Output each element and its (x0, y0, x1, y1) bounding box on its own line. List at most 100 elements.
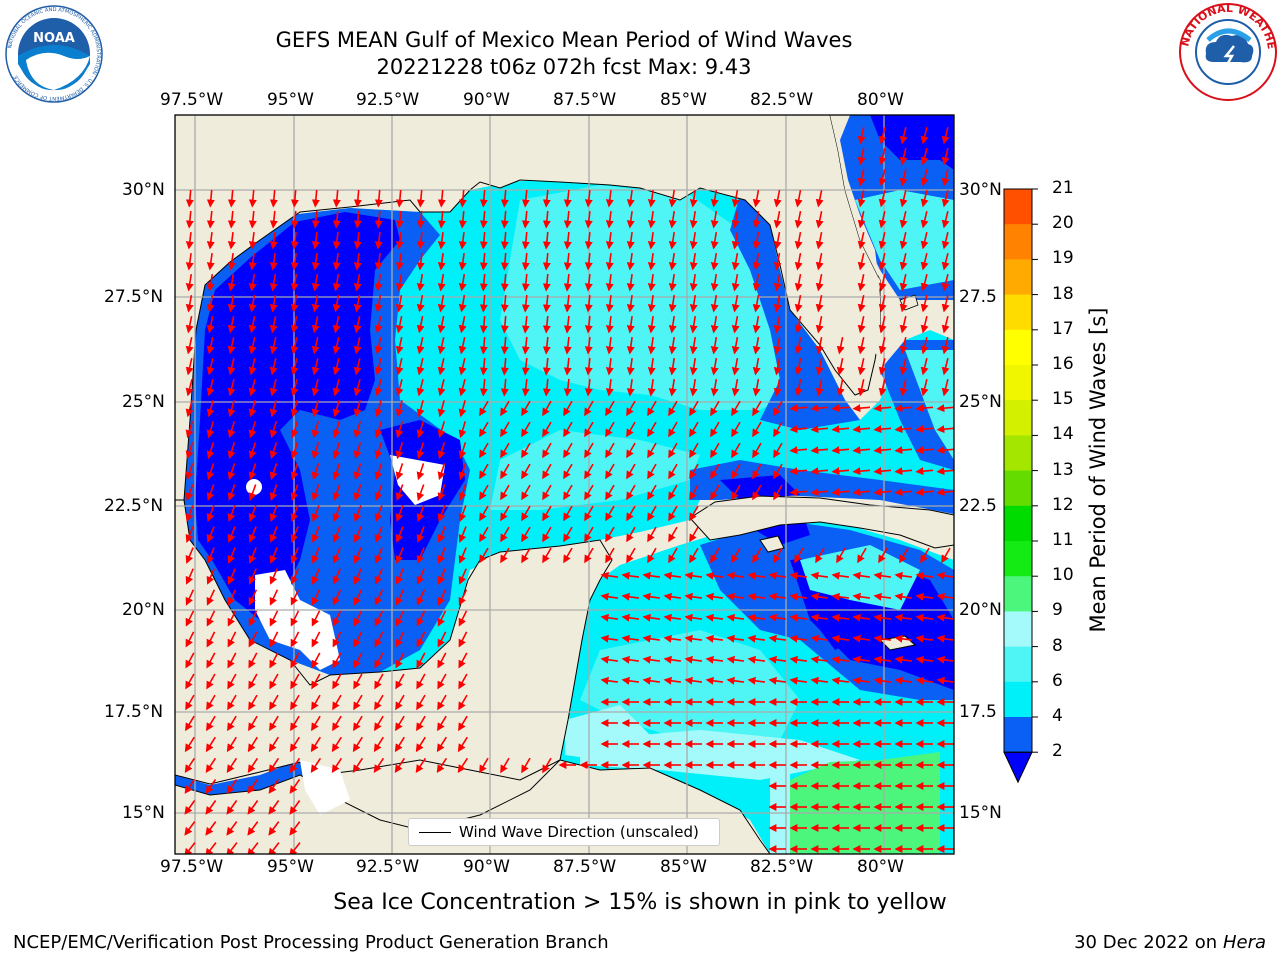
wave-arrow (563, 442, 573, 459)
wave-arrow (894, 425, 913, 434)
wave-arrow (500, 484, 510, 501)
wave-arrow (500, 294, 509, 313)
wave-arrow (269, 715, 279, 732)
wave-arrow (831, 613, 850, 622)
wave-arrow (290, 631, 300, 648)
wave-arrow (332, 210, 341, 229)
wave-arrow (857, 547, 867, 564)
wave-arrow (458, 463, 467, 481)
wave-arrow (899, 316, 908, 334)
wave-arrow (794, 336, 803, 355)
wave-arrow (205, 821, 217, 836)
wave-arrow (542, 505, 552, 522)
wave-arrow (689, 336, 698, 355)
wave-arrow (311, 294, 320, 313)
wave-arrow (268, 821, 280, 836)
wave-arrow (710, 252, 719, 271)
wave-arrow (437, 210, 446, 229)
wave-arrow (395, 400, 404, 418)
wave-arrow (353, 589, 363, 606)
wave-arrow (605, 210, 614, 229)
wave-arrow (374, 610, 384, 627)
wave-arrow (458, 610, 468, 627)
wave-arrow (248, 547, 257, 564)
wave-arrow (731, 210, 740, 229)
wave-arrow (331, 757, 343, 774)
wave-arrow (789, 634, 808, 643)
wave-arrow (353, 484, 362, 502)
wave-arrow (185, 400, 194, 418)
wave-arrow (605, 273, 614, 292)
wave-arrow (416, 694, 426, 711)
wave-arrow (248, 526, 257, 543)
wave-arrow (269, 694, 279, 711)
wave-arrow (500, 547, 510, 564)
lat-tick-left-6: 15°N (122, 803, 165, 823)
wave-arrow (626, 231, 635, 250)
wave-arrow (311, 252, 320, 271)
wave-arrow (920, 127, 929, 145)
colorbar-segment (1004, 329, 1032, 366)
wave-arrow (642, 592, 661, 601)
wave-arrow (185, 337, 194, 355)
wave-arrow (248, 189, 257, 208)
wave-arrow (605, 378, 614, 397)
wave-arrow (248, 337, 257, 355)
wave-arrow (458, 652, 468, 669)
wave-arrow (563, 336, 572, 355)
wave-arrow (458, 316, 467, 334)
wave-arrow (752, 189, 761, 208)
nws-logo: NATIONAL WEATHER SERVICE (1174, 0, 1278, 102)
lon-tick-bottom-4: 87.5°W (553, 857, 617, 877)
wave-arrow (500, 421, 510, 438)
wave-arrow (689, 463, 699, 480)
wave-arrow (437, 484, 446, 502)
wave-arrow (899, 232, 908, 250)
wave-arrow (332, 652, 342, 669)
wave-arrow (269, 421, 278, 439)
wave-arrow (647, 421, 657, 438)
wave-arrow (248, 652, 258, 669)
wave-arrow (458, 252, 467, 271)
wave-arrow (395, 231, 404, 250)
wave-arrow (873, 676, 892, 685)
wave-arrow (899, 127, 908, 145)
wave-arrow (248, 252, 257, 271)
wave-arrow (458, 358, 467, 376)
wave-arrow (899, 547, 909, 564)
wave-arrow (374, 400, 383, 418)
wave-arrow (605, 442, 615, 459)
wave-arrow (920, 547, 930, 564)
wave-arrow (521, 189, 530, 208)
wave-arrow (752, 336, 761, 355)
wave-arrow (311, 694, 321, 711)
wave-arrow (458, 294, 467, 313)
wave-arrow (752, 421, 762, 438)
wave-arrow (521, 421, 531, 438)
wave-arrow (600, 634, 619, 643)
wave-arrow (941, 358, 950, 376)
wave-arrow (668, 294, 677, 313)
wave-arrow (353, 526, 362, 543)
wave-arrow (395, 189, 404, 208)
wave-arrow (226, 800, 238, 815)
wave-arrow (899, 211, 908, 229)
wave-arrow (941, 127, 950, 145)
wave-arrow (521, 357, 530, 376)
wave-arrow (395, 484, 404, 502)
wave-arrow (290, 294, 299, 313)
wave-arrow (710, 484, 720, 501)
wave-arrow (731, 231, 740, 250)
chart-title-line2: 20221228 t06z 072h fcst Max: 9.43 (376, 55, 752, 79)
wave-arrow (920, 337, 929, 355)
wave-arrow (290, 231, 299, 250)
wave-arrow (584, 253, 593, 271)
wave-arrow (332, 421, 341, 439)
wave-arrow (831, 425, 850, 434)
wave-arrow (353, 379, 362, 397)
wave-arrow (642, 676, 661, 685)
wave-arrow (500, 400, 510, 417)
wave-arrow (374, 463, 383, 481)
wave-arrow (852, 613, 871, 622)
wave-arrow (311, 715, 321, 732)
